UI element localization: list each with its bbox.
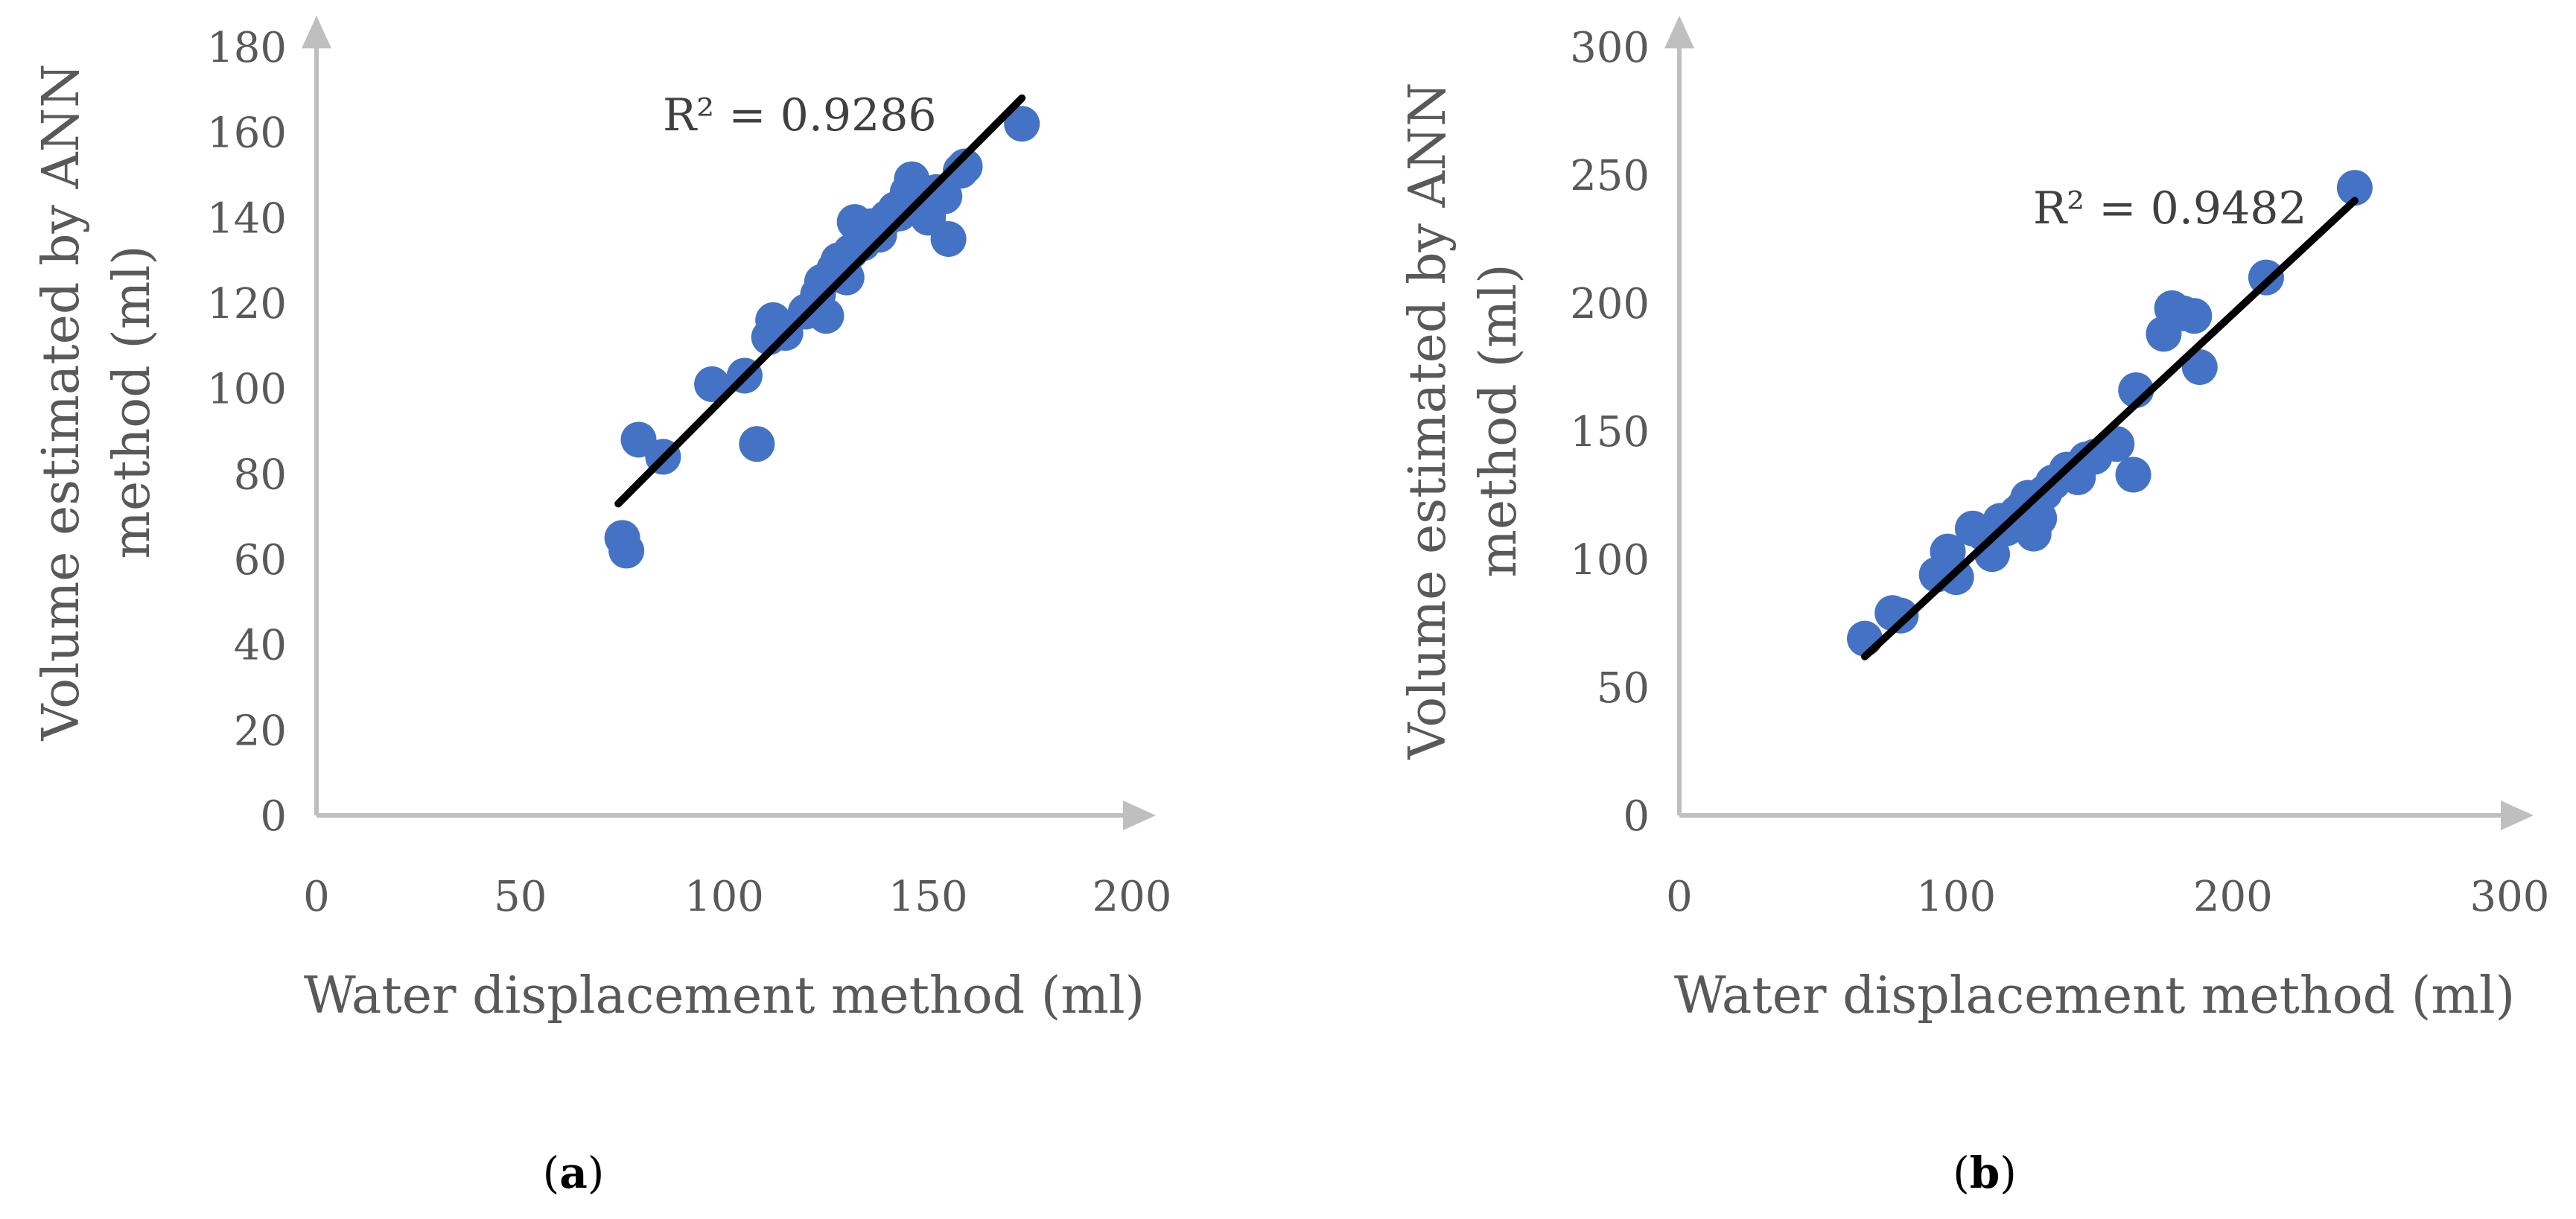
x-tick-label: 200: [2193, 873, 2273, 921]
y-tick-label: 0: [1623, 792, 1650, 841]
x-tick-label: 50: [494, 873, 547, 921]
y-axis-label-line1: Volume estimated by ANN: [1399, 82, 1457, 760]
data-point: [694, 366, 731, 402]
caption-open-paren: (: [1953, 1148, 1970, 1198]
data-point: [2115, 456, 2152, 493]
trendline: [614, 94, 1026, 508]
caption-letter: a: [559, 1148, 588, 1198]
x-tick-label: 0: [303, 873, 330, 921]
y-axis-arrow: [1664, 16, 1694, 48]
y-tick-label: 80: [234, 451, 287, 499]
y-axis-label-line1: Volume estimated by ANN: [32, 63, 91, 741]
y-tick-label: 140: [207, 194, 287, 243]
panel-caption: (a): [543, 1148, 605, 1198]
x-axis-arrow: [2501, 801, 2534, 830]
data-point: [930, 221, 967, 257]
y-tick-label: 40: [234, 622, 287, 670]
panel-caption: (b): [1953, 1148, 2017, 1198]
y-axis-arrow: [302, 16, 331, 48]
data-point: [2336, 170, 2373, 206]
y-tick-label: 0: [260, 792, 287, 841]
data-point: [2176, 298, 2213, 334]
chart-a: 0 20 40 60 80 100 120 140 160 180 0 50 100 150 200 R² =…: [32, 16, 1171, 1198]
caption-close-paren: ): [2000, 1148, 2017, 1198]
y-tick-label: 160: [207, 109, 287, 158]
y-axis-label-line2: method (ml): [1469, 264, 1528, 577]
data-point: [1004, 106, 1040, 142]
y-axis-label-line2: method (ml): [103, 245, 162, 558]
data-point: [739, 426, 775, 462]
y-tick-label: 200: [1570, 280, 1650, 328]
data-point: [947, 148, 983, 185]
y-tick-label: 300: [1570, 24, 1650, 72]
r-squared-label: R² = 0.9286: [663, 89, 937, 141]
data-point: [1847, 620, 1883, 657]
y-tick-label: 100: [1570, 536, 1650, 585]
x-axis-label: Water displacement method (ml): [1674, 967, 2515, 1025]
caption-open-paren: (: [543, 1148, 560, 1198]
y-tick-label: 60: [234, 536, 287, 585]
x-tick-label: 100: [1916, 873, 1996, 921]
trendline: [1861, 197, 2359, 661]
caption-close-paren: ): [588, 1148, 605, 1198]
y-tick-label: 20: [234, 707, 287, 755]
data-point: [1883, 597, 1919, 634]
x-axis-arrow: [1123, 801, 1156, 830]
y-tick-label: 120: [207, 280, 287, 328]
x-tick-label: 300: [2470, 873, 2550, 921]
x-tick-label: 150: [888, 873, 968, 921]
y-tick-label: 50: [1597, 664, 1650, 713]
x-axis-label: Water displacement method (ml): [304, 967, 1145, 1025]
r-squared-label: R² = 0.9482: [2033, 182, 2307, 235]
x-tick-label: 0: [1666, 873, 1693, 921]
chart-b: 0 50 100 150 200 250 300 0 100 200 300 R² = 0.9482 W…: [1399, 16, 2549, 1198]
data-point: [608, 532, 645, 569]
caption-letter: b: [1970, 1148, 2000, 1198]
y-tick-label: 100: [207, 366, 287, 414]
x-tick-label: 100: [684, 873, 764, 921]
y-tick-label: 250: [1570, 152, 1650, 200]
y-tick-label: 180: [207, 24, 287, 72]
x-tick-label: 200: [1093, 873, 1172, 921]
y-tick-label: 150: [1570, 408, 1650, 456]
